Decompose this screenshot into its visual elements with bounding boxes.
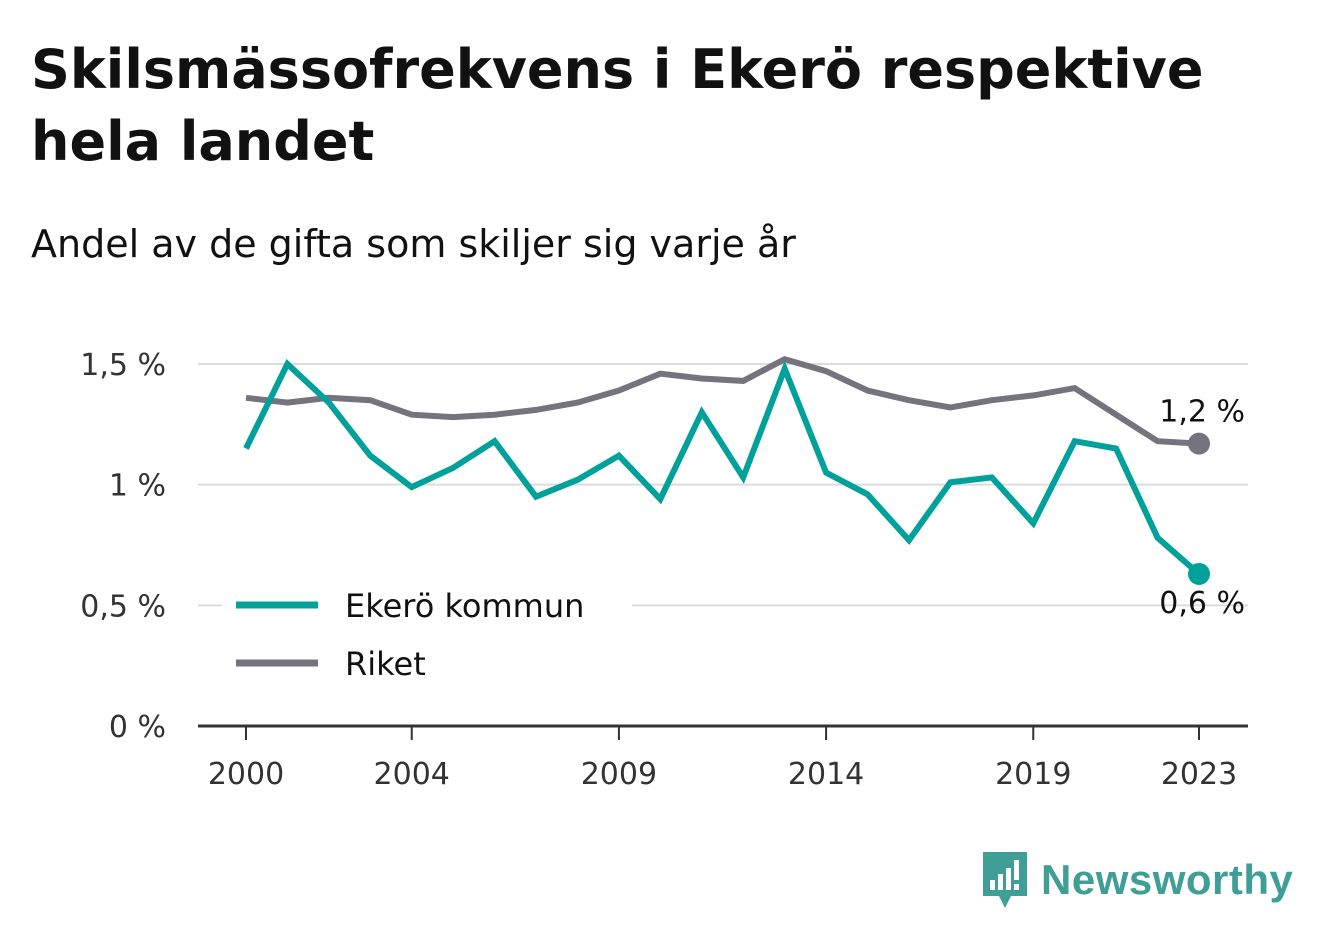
end-value-label: 0,6 % bbox=[1159, 586, 1245, 621]
bar-chart-speech-bubble-icon bbox=[983, 852, 1027, 908]
y-axis-ticks: 0 % 0,5 % 1 % 1,5 % bbox=[80, 348, 166, 745]
series-lines bbox=[243, 355, 1210, 585]
y-tick-label: 1,5 % bbox=[80, 348, 166, 383]
legend-label: Riket bbox=[345, 645, 426, 683]
end-value-label: 1,2 % bbox=[1159, 395, 1245, 430]
legend: Ekerö kommun Riket bbox=[222, 578, 632, 696]
series-line bbox=[243, 359, 1201, 577]
x-tick-label: 2004 bbox=[374, 757, 450, 792]
x-axis: 2000 2004 2009 2014 2019 2023 bbox=[198, 724, 1248, 792]
y-tick-label: 1 % bbox=[109, 469, 166, 504]
y-tick-label: 0 % bbox=[109, 710, 166, 745]
chart-title: Skilsmässofrekvens i Ekerö respektive he… bbox=[31, 38, 1204, 173]
series-end-marker bbox=[1188, 432, 1210, 455]
x-tick-label: 2023 bbox=[1161, 757, 1237, 792]
legend-label: Ekerö kommun bbox=[345, 587, 584, 625]
y-tick-label: 0,5 % bbox=[80, 589, 166, 624]
legend-background bbox=[222, 578, 632, 696]
x-tick-label: 2009 bbox=[581, 757, 657, 792]
x-tick-label: 2014 bbox=[788, 757, 864, 792]
series-line bbox=[245, 355, 1200, 447]
x-tick-label: 2019 bbox=[995, 757, 1071, 792]
chart-subtitle: Andel av de gifta som skiljer sig varje … bbox=[31, 222, 796, 266]
end-labels: 0,6 % 1,2 % bbox=[1159, 395, 1245, 621]
newsworthy-logo: Newsworthy bbox=[981, 850, 1293, 910]
brand-name: Newsworthy bbox=[1041, 856, 1294, 903]
series-end-marker bbox=[1188, 562, 1210, 585]
x-tick-label: 2000 bbox=[208, 757, 284, 792]
